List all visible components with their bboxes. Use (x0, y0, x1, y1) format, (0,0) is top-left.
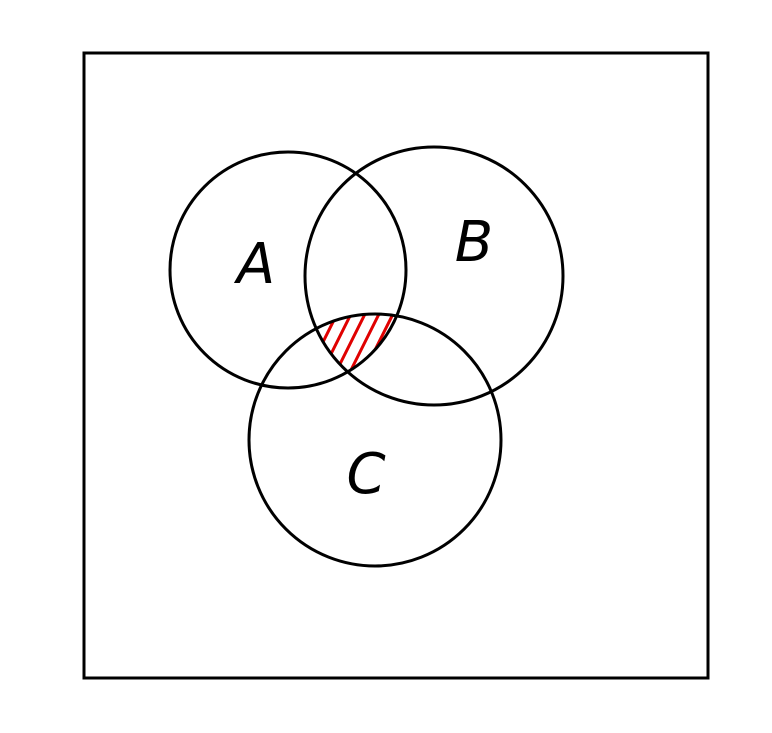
circle-a (168, 150, 408, 390)
label-b: B (455, 210, 493, 275)
universal-set-box (82, 51, 710, 680)
hatch-stroke (334, 314, 370, 374)
hatch-stroke (348, 314, 384, 374)
circle-c (247, 312, 503, 568)
hatch-stroke (362, 314, 398, 374)
label-a: A (234, 232, 275, 297)
circle-b (303, 145, 565, 407)
label-c: C (346, 442, 385, 507)
